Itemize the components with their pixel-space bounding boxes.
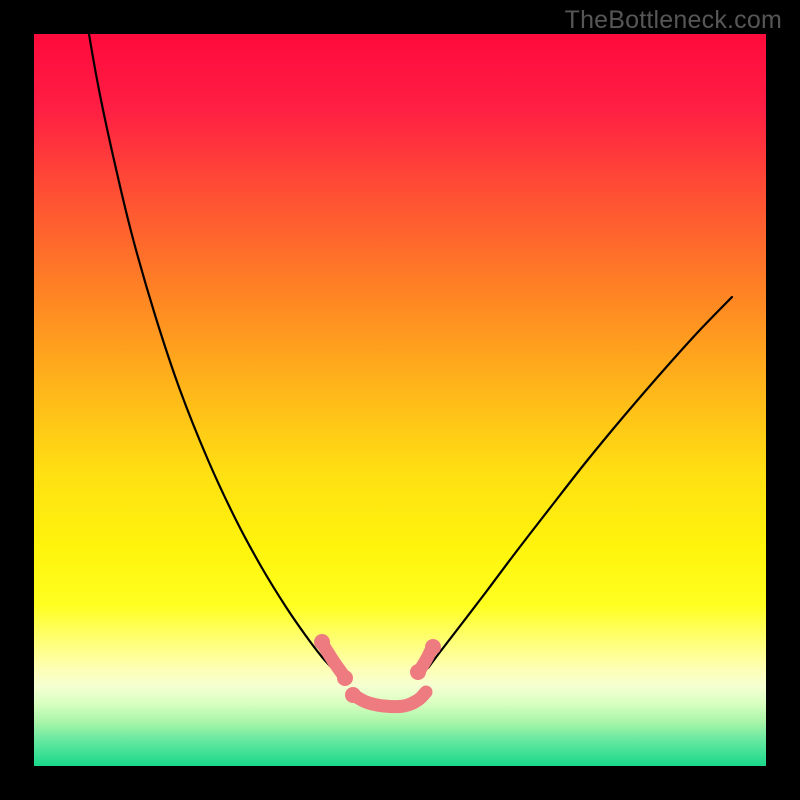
highlight-dot [345,687,361,703]
highlight-dot [314,634,330,650]
highlight-dot [337,670,353,686]
bottleneck-chart [0,0,800,800]
highlight-dot [425,639,441,655]
attribution-label: TheBottleneck.com [565,6,782,35]
highlight-dot [410,664,426,680]
plot-background-gradient [34,34,766,766]
